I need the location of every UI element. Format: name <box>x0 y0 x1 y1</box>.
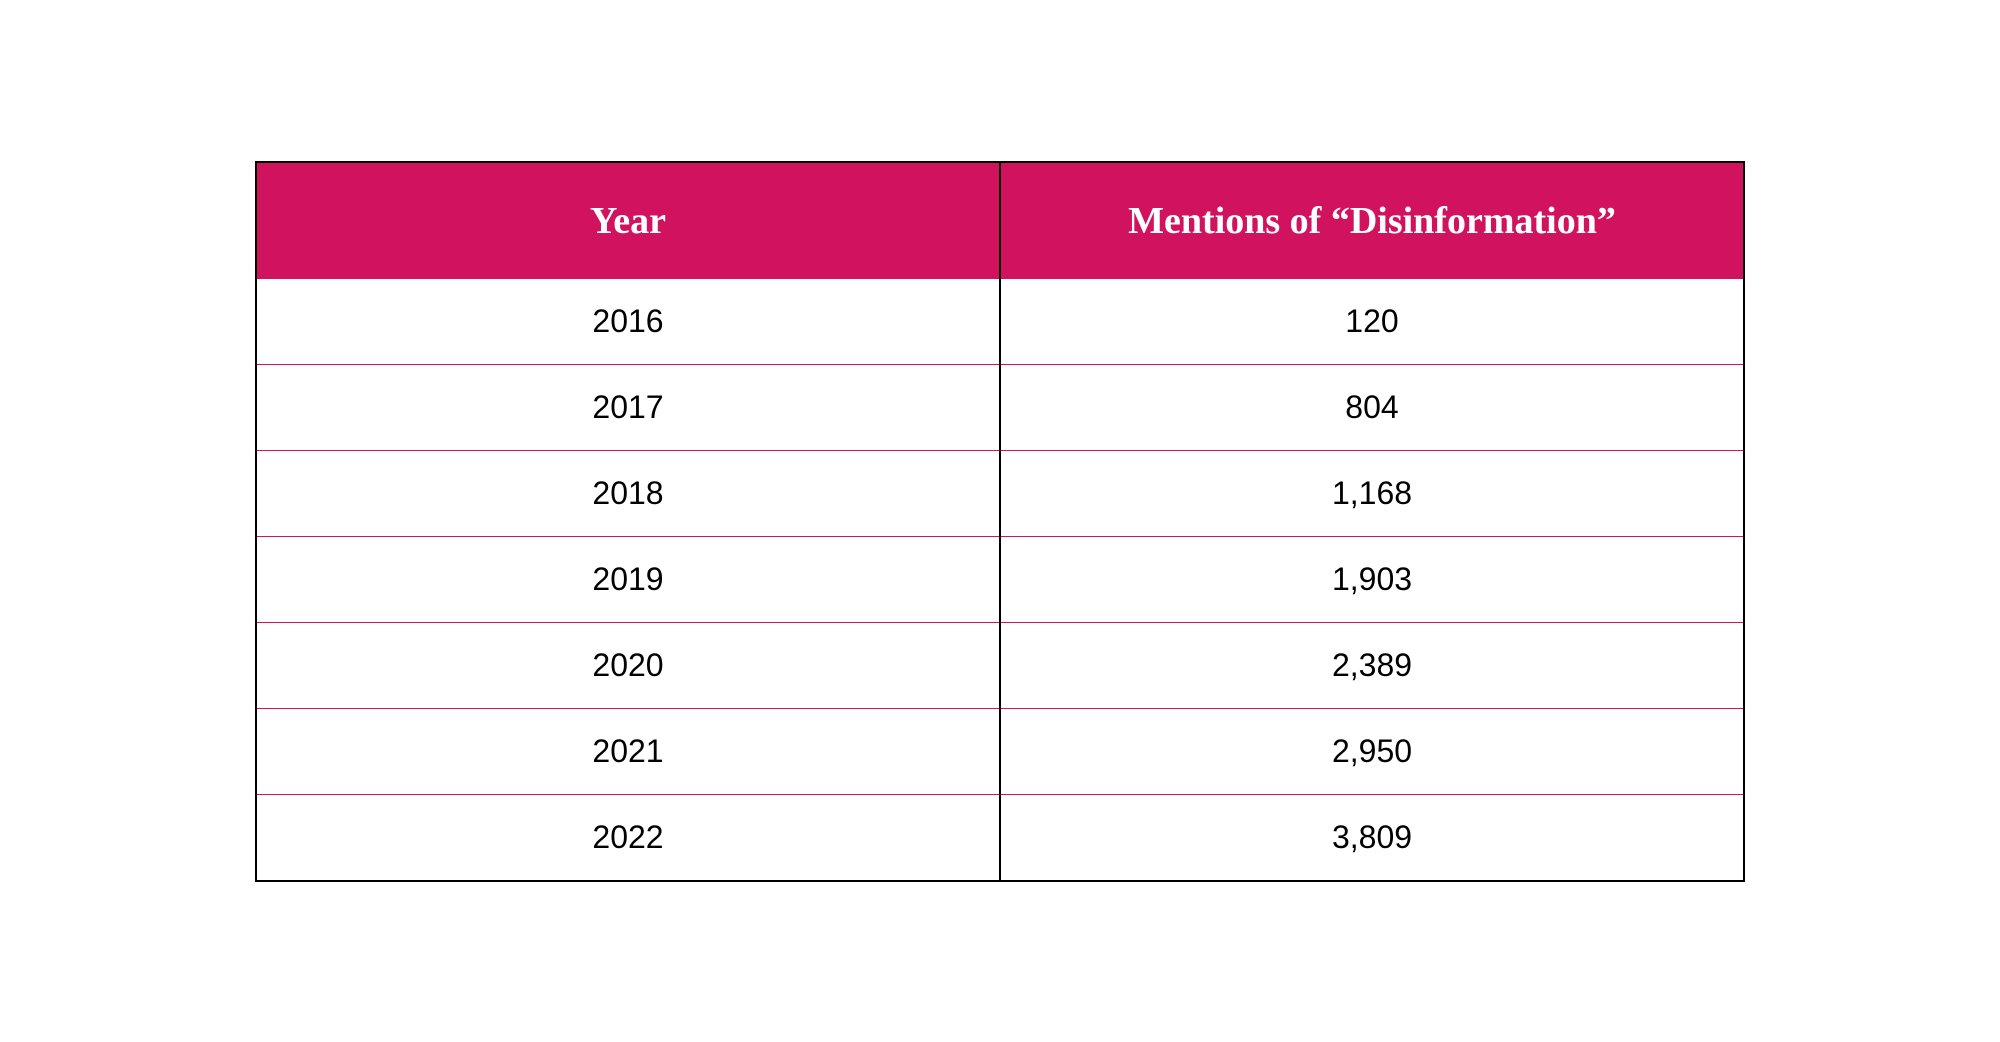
table-row: 2016 120 <box>256 279 1744 365</box>
table-row: 2020 2,389 <box>256 622 1744 708</box>
table-body: 2016 120 2017 804 2018 1,168 2019 1,903 … <box>256 279 1744 881</box>
cell-year: 2020 <box>256 622 1000 708</box>
cell-mentions: 1,168 <box>1000 450 1744 536</box>
table-row: 2021 2,950 <box>256 708 1744 794</box>
table-container: Year Mentions of “Disinformation” 2016 1… <box>255 161 1745 882</box>
cell-mentions: 3,809 <box>1000 794 1744 881</box>
cell-year: 2016 <box>256 279 1000 365</box>
cell-year: 2021 <box>256 708 1000 794</box>
cell-year: 2018 <box>256 450 1000 536</box>
header-year: Year <box>256 162 1000 279</box>
cell-year: 2019 <box>256 536 1000 622</box>
table-header-row: Year Mentions of “Disinformation” <box>256 162 1744 279</box>
disinformation-table: Year Mentions of “Disinformation” 2016 1… <box>255 161 1745 882</box>
cell-year: 2017 <box>256 364 1000 450</box>
cell-mentions: 2,950 <box>1000 708 1744 794</box>
cell-mentions: 2,389 <box>1000 622 1744 708</box>
cell-year: 2022 <box>256 794 1000 881</box>
table-row: 2018 1,168 <box>256 450 1744 536</box>
cell-mentions: 120 <box>1000 279 1744 365</box>
table-row: 2022 3,809 <box>256 794 1744 881</box>
cell-mentions: 804 <box>1000 364 1744 450</box>
table-row: 2019 1,903 <box>256 536 1744 622</box>
table-row: 2017 804 <box>256 364 1744 450</box>
cell-mentions: 1,903 <box>1000 536 1744 622</box>
header-mentions: Mentions of “Disinformation” <box>1000 162 1744 279</box>
